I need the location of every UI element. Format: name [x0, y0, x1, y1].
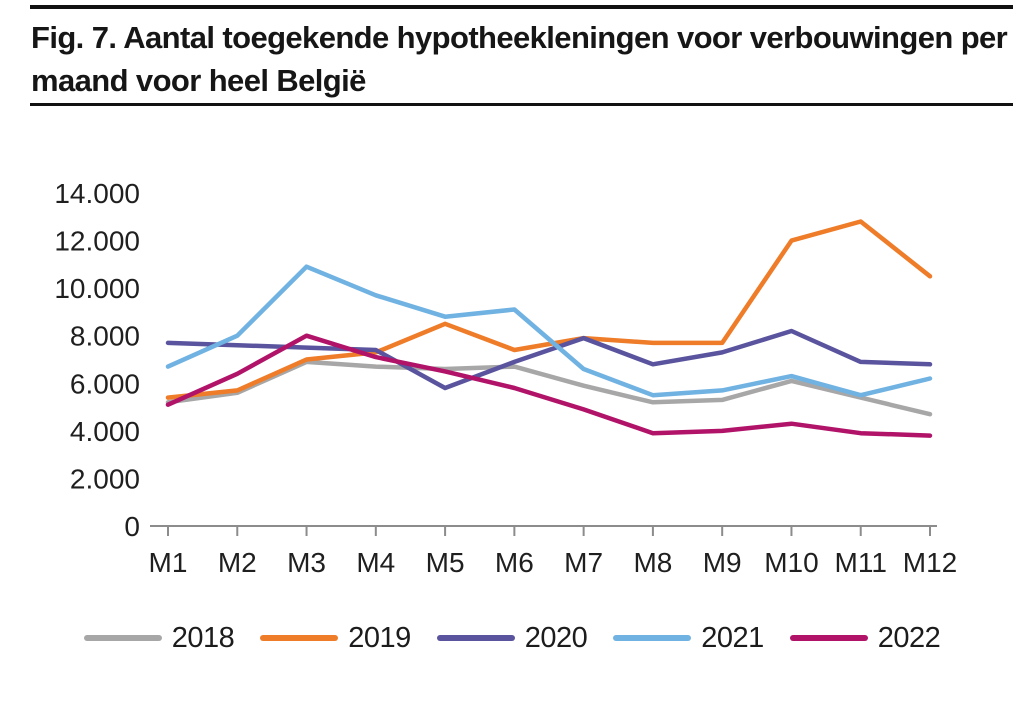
- y-axis-tick-label: 2.000: [70, 463, 140, 494]
- y-axis-tick-label: 0: [124, 511, 140, 542]
- x-axis-month-label: M10: [764, 547, 818, 578]
- series-line-2019: [165, 219, 933, 400]
- legend-item-2018: 2018: [83, 621, 235, 655]
- y-axis-tick-label: 14.000: [54, 178, 140, 209]
- legend-label-2018: 2018: [171, 621, 235, 654]
- legend-swatch-2020: [436, 635, 515, 641]
- title-underline-rule: [30, 103, 1013, 106]
- series-line-2021: [165, 264, 933, 398]
- legend-swatch-2021: [613, 635, 692, 641]
- y-axis-tick-label: 6.000: [70, 368, 140, 399]
- figure-title-line2: maand voor heel België: [31, 63, 366, 98]
- x-axis-month-label: M11: [835, 547, 887, 578]
- x-axis-month-label: M9: [703, 547, 742, 578]
- legend-swatch-2019: [260, 635, 339, 641]
- legend-label-2019: 2019: [348, 621, 411, 654]
- series-line-2020: [165, 328, 933, 391]
- legend-label-2022: 2022: [877, 621, 941, 654]
- figure-title-line1: Fig. 7. Aantal toegekende hypotheeklenin…: [31, 20, 1008, 55]
- figure-title: Fig. 7. Aantal toegekende hypotheeklenin…: [31, 16, 1011, 102]
- legend-swatch-2018: [83, 635, 162, 641]
- x-axis-month-label: M2: [218, 547, 257, 578]
- legend-swatch-2022: [789, 635, 868, 641]
- x-axis-month-label: M6: [495, 547, 534, 578]
- legend-item-2021: 2021: [613, 622, 764, 655]
- y-axis-tick-label: 4.000: [70, 416, 140, 447]
- chart-legend: 2018 2019 2020 2021 2022: [0, 618, 1024, 658]
- y-axis-tick-label: 10.000: [54, 273, 140, 304]
- legend-label-2021: 2021: [701, 621, 764, 654]
- x-axis-month-label: M12: [903, 547, 957, 578]
- x-axis-month-label: M5: [426, 547, 465, 578]
- x-axis-month-label: M7: [564, 547, 603, 578]
- x-axis-month-label: M4: [356, 547, 395, 578]
- x-axis-month-label: M1: [149, 547, 188, 578]
- legend-item-2019: 2019: [260, 622, 411, 655]
- y-axis-tick-label: 8.000: [70, 321, 140, 352]
- x-axis-month-label: M3: [287, 547, 326, 578]
- y-axis-tick-label: 12.000: [54, 226, 140, 257]
- legend-item-2020: 2020: [436, 621, 588, 655]
- x-axis-month-label: M8: [633, 547, 672, 578]
- top-rule: [30, 5, 1013, 9]
- legend-label-2020: 2020: [524, 621, 588, 654]
- series-line-2022: [165, 333, 933, 438]
- legend-item-2022: 2022: [789, 621, 941, 655]
